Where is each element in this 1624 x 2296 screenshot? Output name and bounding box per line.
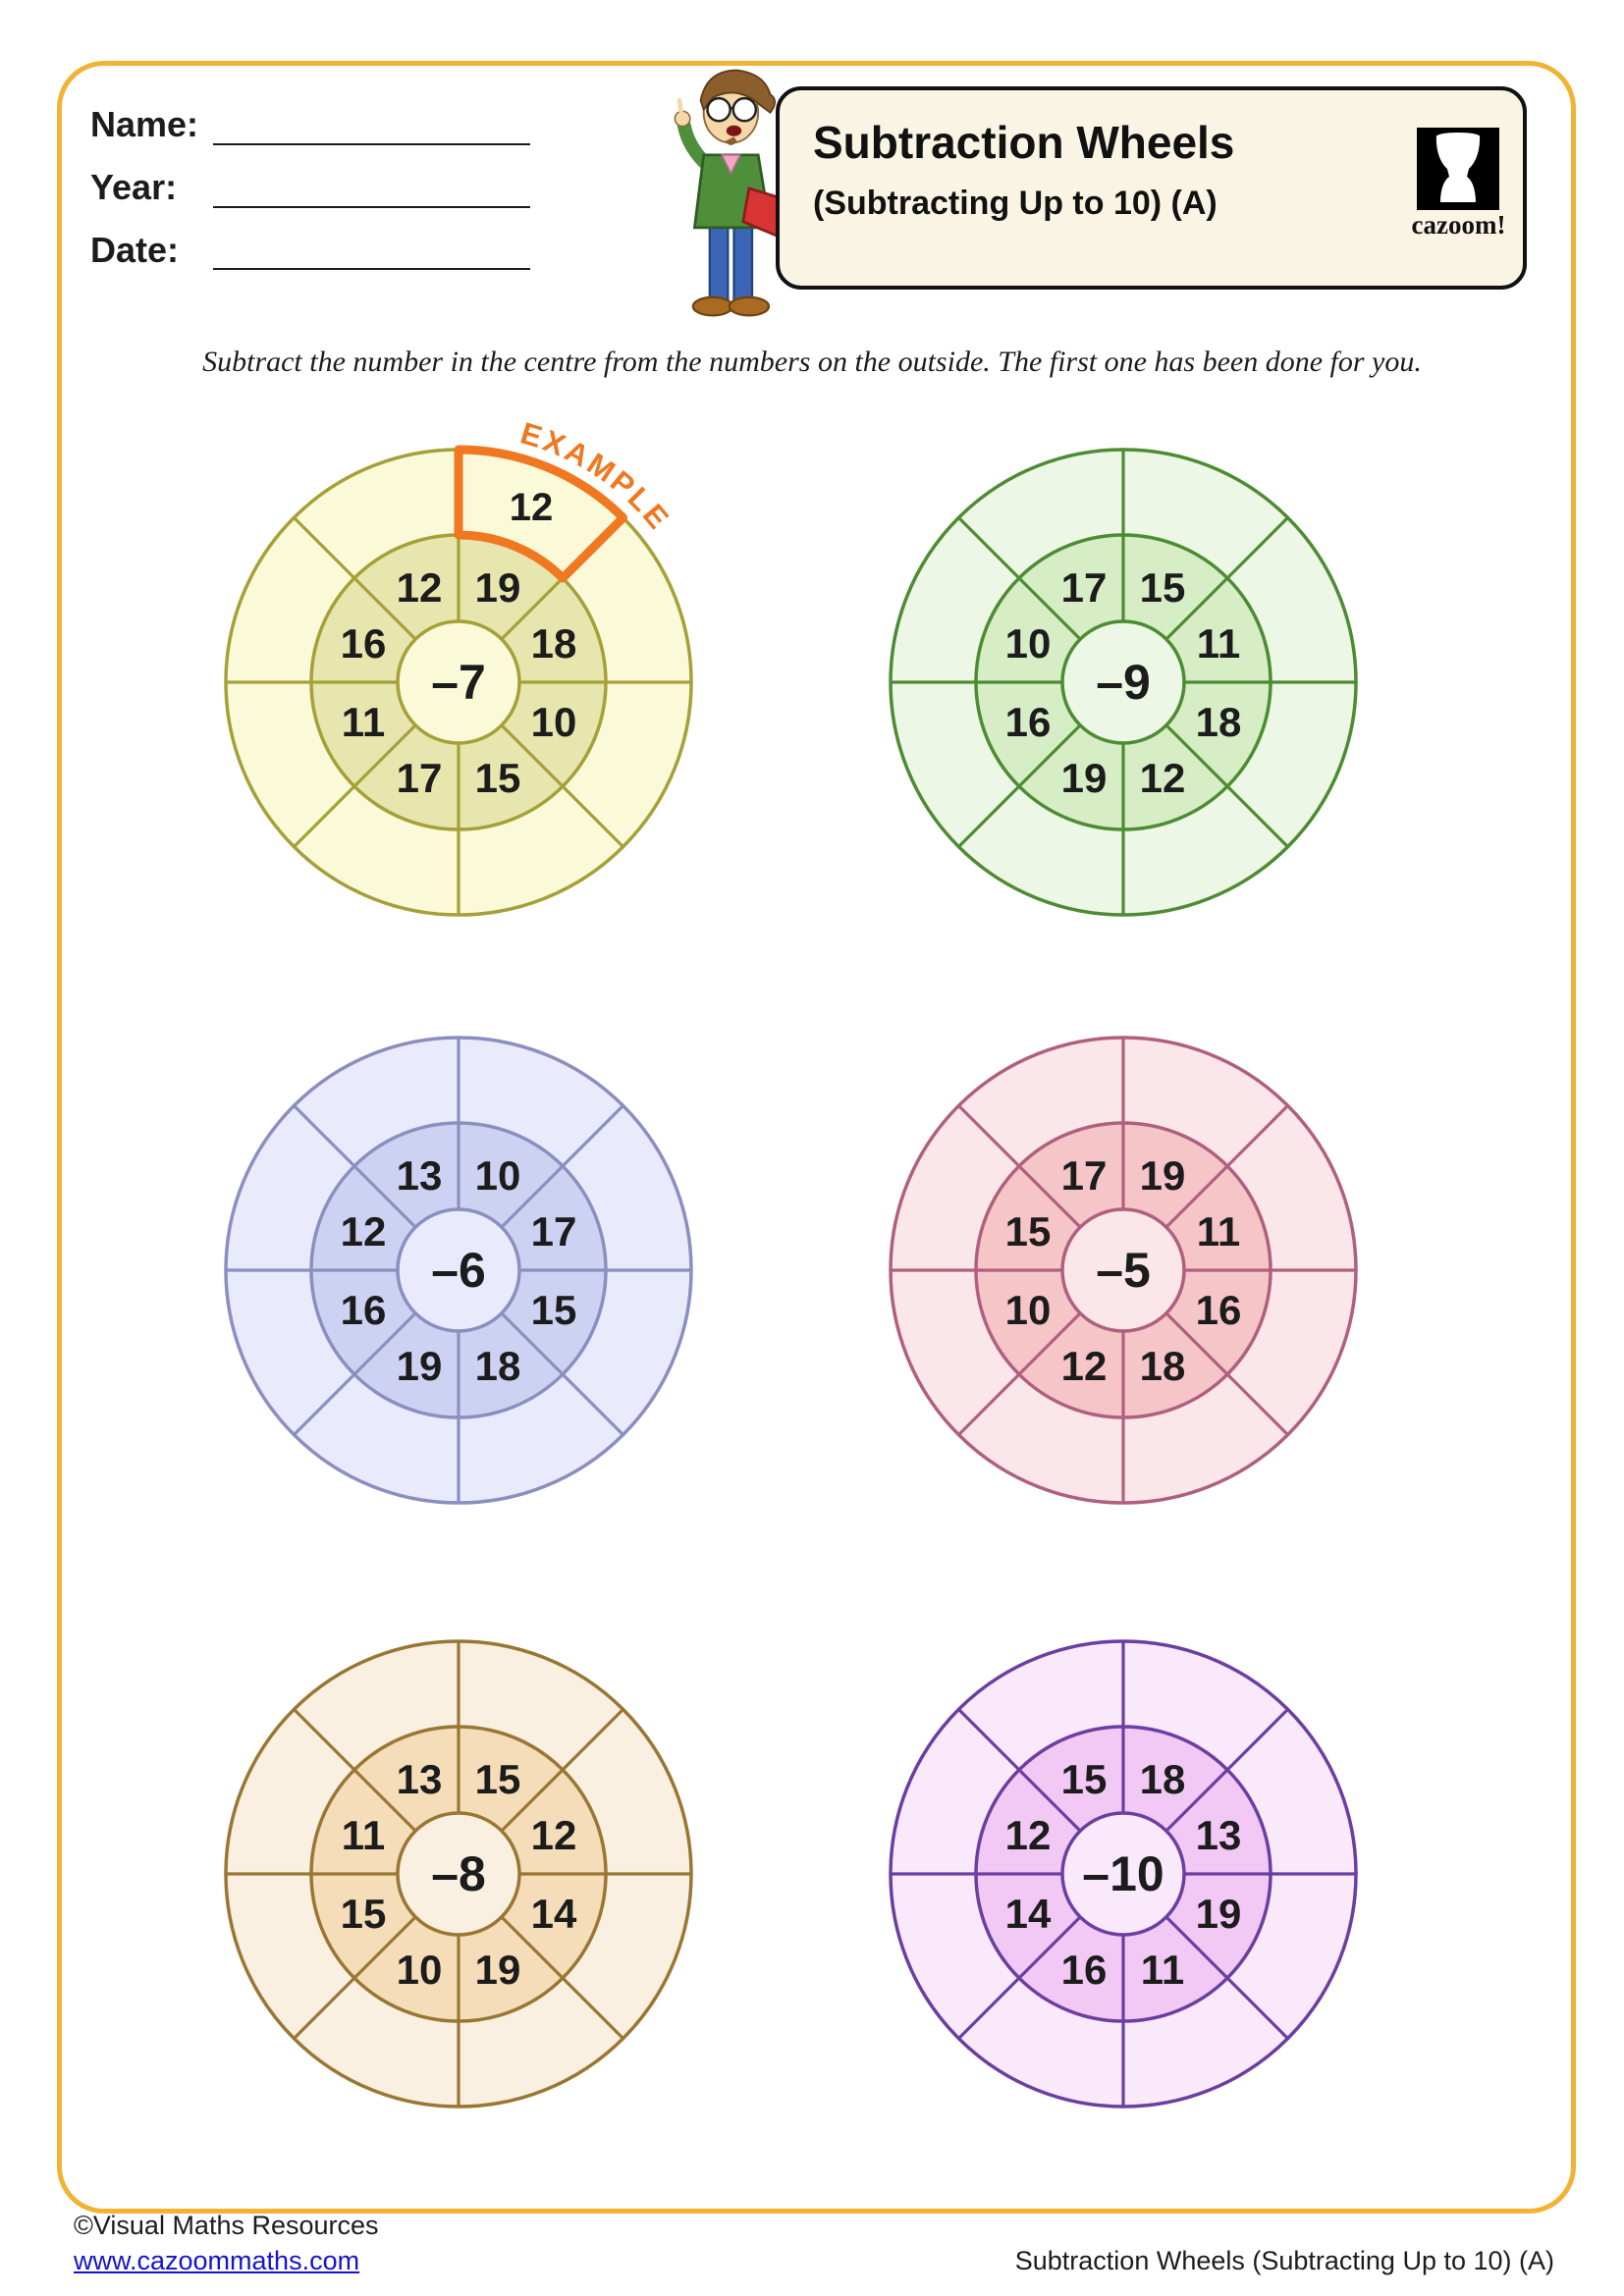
inner-number: 13 (1196, 1812, 1242, 1858)
inner-number: 19 (1140, 1152, 1186, 1199)
inner-number: 19 (397, 1343, 443, 1389)
year-input-line[interactable] (213, 206, 530, 208)
inner-number: 11 (342, 1812, 385, 1858)
inner-number: 12 (531, 1812, 577, 1858)
inner-number: 17 (531, 1208, 577, 1255)
cazoom-logo (1417, 128, 1499, 210)
name-label: Name: (90, 104, 199, 144)
inner-number: 11 (1197, 620, 1240, 667)
inner-number: 10 (475, 1152, 521, 1199)
teacher-mouth (726, 125, 742, 136)
year-label: Year: (90, 167, 178, 207)
inner-number: 18 (1140, 1343, 1186, 1389)
inner-number: 11 (1141, 1947, 1184, 1993)
centre-number: –5 (1096, 1243, 1151, 1298)
inner-number: 12 (1061, 1343, 1108, 1389)
glasses-icon (706, 96, 731, 123)
page-border-frame (57, 61, 1576, 2214)
inner-number: 10 (531, 699, 577, 745)
name-input-line[interactable] (213, 143, 530, 145)
inner-number: 15 (475, 1756, 521, 1802)
footer-doc-title: Subtraction Wheels (Subtracting Up to 10… (1014, 2246, 1554, 2275)
inner-number: 16 (341, 620, 387, 667)
inner-number: 19 (475, 1947, 521, 1993)
inner-number: 11 (1197, 1208, 1240, 1255)
wheel-centre (396, 619, 521, 745)
date-label: Date: (90, 230, 180, 270)
inner-number: 15 (1140, 564, 1186, 611)
inner-number: 12 (1005, 1812, 1052, 1858)
inner-number: 18 (475, 1343, 521, 1389)
inner-number: 15 (341, 1891, 387, 1937)
wheel-subtract-8: 15 12 14 19 10 15 11 13 –8 (224, 1639, 693, 2109)
inner-number: 16 (341, 1287, 387, 1333)
inner-number: 12 (341, 1208, 387, 1255)
centre-number: –7 (431, 655, 486, 710)
inner-number: 15 (1061, 1756, 1108, 1802)
teacher-shoe (691, 295, 734, 317)
inner-number: 19 (475, 564, 521, 611)
example-answer: 12 (510, 486, 554, 529)
wheel-subtract-9: 15 11 18 12 19 16 10 17 –9 (889, 448, 1358, 917)
instruction-text: Subtract the number in the centre from t… (202, 346, 1422, 378)
inner-number: 18 (1196, 699, 1242, 745)
inner-number: 10 (1005, 1287, 1052, 1333)
wheel-subtract-5: 19 11 16 18 12 10 15 17 –5 (889, 1036, 1358, 1505)
inner-number: 13 (397, 1152, 443, 1199)
inner-number: 19 (1196, 1891, 1242, 1937)
inner-number: 17 (397, 755, 443, 801)
inner-number: 18 (1140, 1756, 1186, 1802)
copyright-text: ©Visual Maths Resources (74, 2211, 379, 2240)
inner-number: 17 (1061, 1152, 1108, 1199)
inner-number: 11 (342, 699, 385, 745)
wheel-subtract-10: 18 13 19 11 16 14 12 15 –10 (889, 1639, 1358, 2109)
date-input-line[interactable] (213, 268, 530, 270)
centre-number: –8 (431, 1846, 486, 1901)
inner-number: 14 (531, 1891, 577, 1937)
worksheet-title: Subtraction Wheels (813, 117, 1235, 168)
inner-number: 19 (1061, 755, 1108, 801)
inner-number: 16 (1061, 1947, 1108, 1993)
wheel-subtract-7: 19 18 10 15 17 11 16 12 –7 12 EXAMPLE (224, 415, 693, 917)
centre-number: –10 (1082, 1846, 1164, 1901)
wheel-subtract-6: 10 17 15 18 19 16 12 13 –6 (224, 1036, 693, 1505)
inner-number: 16 (1005, 699, 1052, 745)
cazoom-logo-text: cazoom! (1411, 210, 1506, 240)
inner-number: 10 (397, 1947, 443, 1993)
example-wedge-highlight (454, 445, 628, 583)
drum-icon (1435, 133, 1481, 202)
inner-number: 15 (531, 1287, 577, 1333)
worksheet-subtitle: (Subtracting Up to 10) (A) (813, 185, 1218, 222)
centre-number: –6 (431, 1243, 486, 1298)
inner-number: 13 (397, 1756, 443, 1802)
teacher-hair (699, 69, 777, 115)
inner-number: 18 (531, 620, 577, 667)
title-box (776, 86, 1527, 290)
inner-number: 12 (1140, 755, 1186, 801)
inner-number: 17 (1061, 564, 1108, 611)
teacher-legs (708, 220, 730, 302)
inner-number: 12 (397, 564, 443, 611)
teacher-goatee (725, 136, 737, 145)
inner-number: 14 (1005, 1891, 1052, 1937)
inner-number: 15 (475, 755, 521, 801)
inner-number: 10 (1005, 620, 1052, 667)
teacher-collar (720, 154, 741, 176)
inner-number: 15 (1005, 1208, 1052, 1255)
centre-number: –9 (1096, 655, 1151, 710)
inner-number: 16 (1196, 1287, 1242, 1333)
cazoommaths-link[interactable]: www.cazoommaths.com (74, 2246, 360, 2275)
